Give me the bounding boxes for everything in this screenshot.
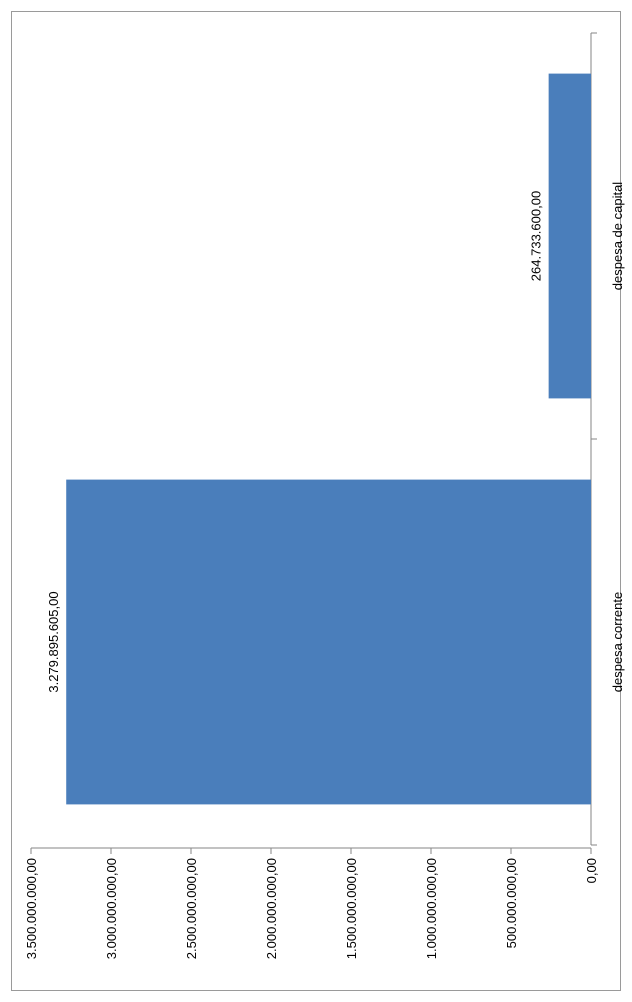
- chart-frame: [11, 11, 621, 991]
- bar: [548, 73, 591, 399]
- value-tick-label: 2.500.000.000,00: [184, 858, 199, 959]
- labels: 3.279.895.605,00 despesa corrente 264.733.…: [46, 182, 625, 693]
- value-tick-label: 1.500.000.000,00: [344, 858, 359, 959]
- value-tick-label: 500.000.000,00: [504, 858, 519, 948]
- value-axis: 0,00 500.000.000,00 1.000.000.000,00 1.500.…: [24, 847, 599, 959]
- value-tick-label: 2.000.000.000,00: [264, 858, 279, 959]
- category-axis: [590, 32, 597, 846]
- value-tick-label: 3.500.000.000,00: [24, 858, 39, 959]
- value-tick-label: 3.000.000.000,00: [104, 858, 119, 959]
- bar: [66, 479, 592, 805]
- category-label: despesa corrente: [610, 592, 625, 692]
- data-label: 264.733.600,00: [529, 191, 544, 281]
- data-label: 3.279.895.605,00: [46, 591, 61, 692]
- category-label: despesa de capital: [610, 182, 625, 291]
- bars: [66, 73, 592, 805]
- value-tick-label: 0,00: [584, 858, 599, 883]
- value-tick-label: 1.000.000.000,00: [424, 858, 439, 959]
